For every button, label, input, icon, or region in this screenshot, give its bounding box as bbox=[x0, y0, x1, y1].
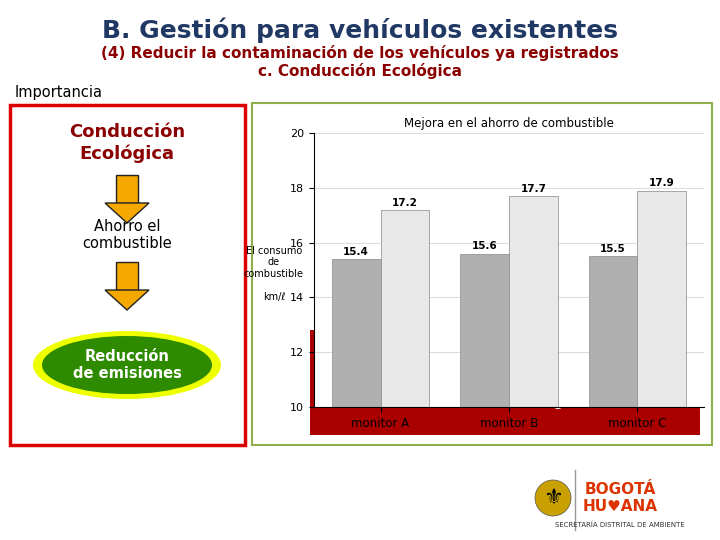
FancyBboxPatch shape bbox=[116, 262, 138, 290]
FancyBboxPatch shape bbox=[252, 103, 712, 445]
Text: (4) Reducir la contaminación de los vehículos ya registrados: (4) Reducir la contaminación de los vehí… bbox=[101, 45, 619, 61]
Text: Ahorro el
combustible: Ahorro el combustible bbox=[82, 219, 172, 251]
Text: 17.2: 17.2 bbox=[392, 198, 418, 207]
Text: 17.9: 17.9 bbox=[649, 178, 675, 188]
FancyBboxPatch shape bbox=[310, 330, 700, 435]
FancyBboxPatch shape bbox=[10, 105, 245, 445]
Bar bbox=[637, 191, 686, 540]
FancyArrow shape bbox=[483, 196, 540, 255]
Text: 15.6: 15.6 bbox=[472, 241, 498, 251]
Text: BOGOTÁ
HU♥ANA: BOGOTÁ HU♥ANA bbox=[582, 482, 657, 514]
Text: El combustible puede ahorrar
alrededor de 10% con la
conducción ecológica.: El combustible puede ahorrar alrededor d… bbox=[389, 356, 621, 409]
Bar bbox=[460, 254, 509, 540]
FancyBboxPatch shape bbox=[116, 175, 138, 203]
Text: SECRETARÍA DISTRITAL DE AMBIENTE: SECRETARÍA DISTRITAL DE AMBIENTE bbox=[555, 522, 685, 528]
FancyArrow shape bbox=[354, 210, 411, 261]
Bar bbox=[509, 196, 558, 540]
Polygon shape bbox=[105, 203, 149, 223]
Bar bbox=[332, 259, 381, 540]
Text: Reducción
de emisiones: Reducción de emisiones bbox=[73, 349, 181, 381]
Title: Mejora en el ahorro de combustible: Mejora en el ahorro de combustible bbox=[404, 117, 614, 131]
Polygon shape bbox=[105, 290, 149, 310]
Ellipse shape bbox=[33, 331, 221, 399]
Text: El consumo
de
combustible

km/ℓ: El consumo de combustible km/ℓ bbox=[244, 246, 304, 302]
Bar bbox=[589, 256, 637, 540]
Text: 15.4: 15.4 bbox=[343, 247, 369, 257]
Text: Conducción
Ecológica: Conducción Ecológica bbox=[69, 123, 185, 163]
Circle shape bbox=[535, 480, 571, 516]
Text: c. Conducción Ecológica: c. Conducción Ecológica bbox=[258, 63, 462, 79]
Ellipse shape bbox=[42, 336, 212, 394]
Text: ⚜: ⚜ bbox=[543, 488, 563, 508]
FancyArrow shape bbox=[611, 191, 668, 258]
Text: B. Gestión para vehículos existentes: B. Gestión para vehículos existentes bbox=[102, 17, 618, 43]
Bar bbox=[381, 210, 429, 540]
Text: 17.7: 17.7 bbox=[521, 184, 546, 194]
Text: Importancia: Importancia bbox=[15, 85, 103, 100]
Text: 15.5: 15.5 bbox=[600, 244, 626, 254]
